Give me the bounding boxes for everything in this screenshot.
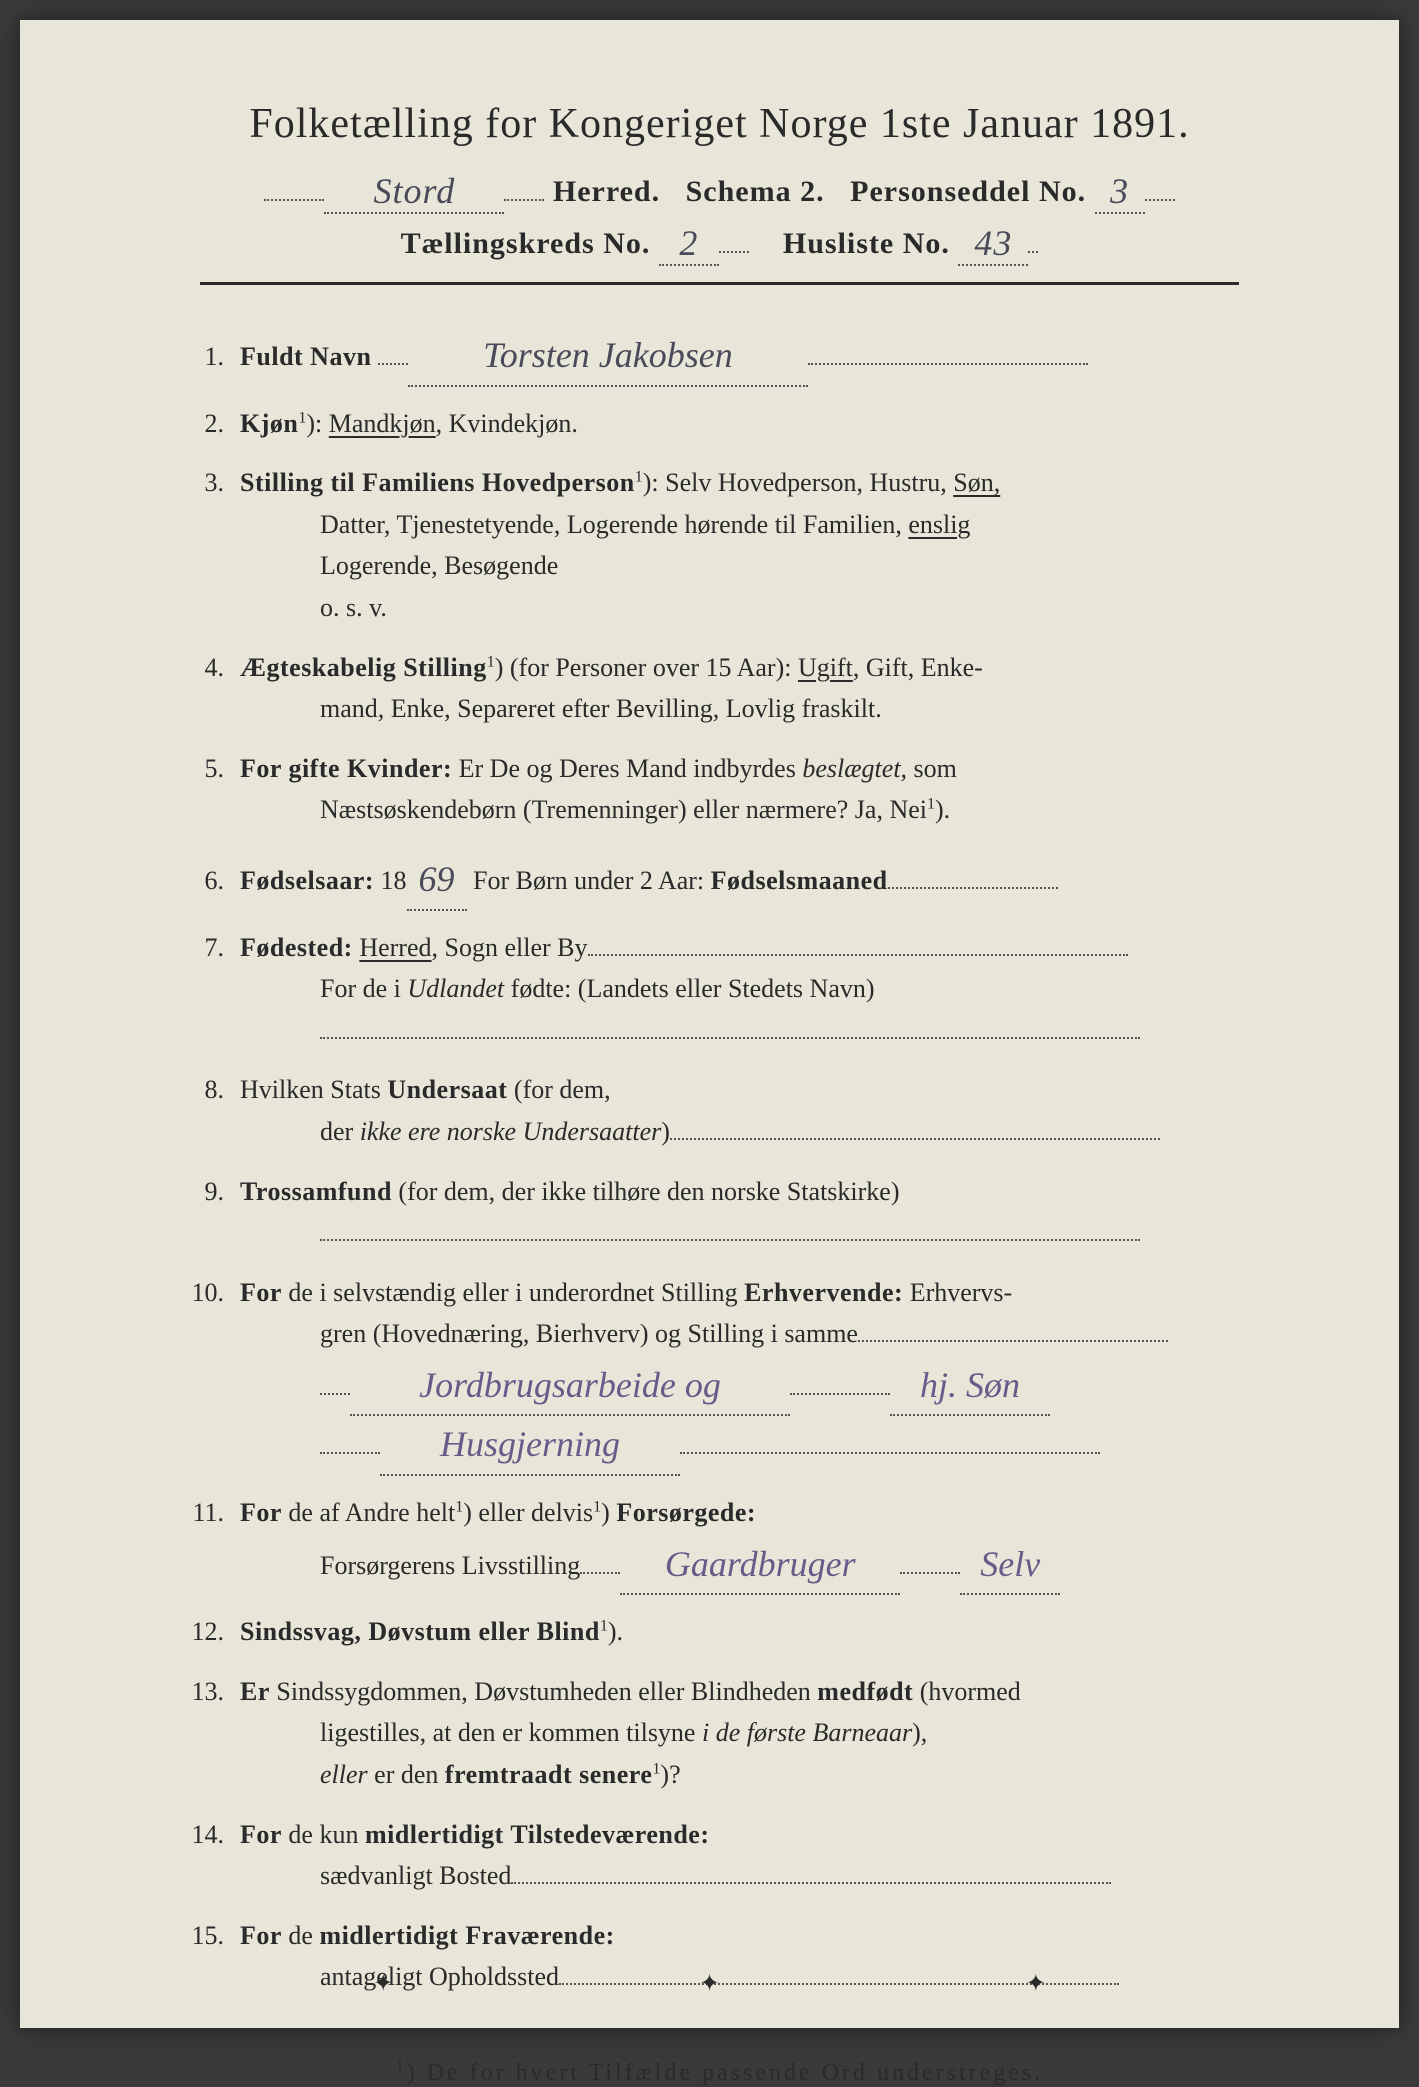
provider-self: Selv: [960, 1536, 1060, 1596]
mark-icon: ✦: [1026, 1969, 1046, 1998]
full-name-value: Torsten Jakobsen: [408, 327, 808, 387]
question-3: 3. Stilling til Familiens Hovedperson1):…: [180, 462, 1259, 628]
birthplace-selected: Herred: [359, 933, 431, 962]
question-9: 9. Trossamfund (for dem, der ikke tilhør…: [180, 1171, 1259, 1254]
birth-year: 69: [407, 851, 467, 911]
occupation-1b: hj. Søn: [890, 1357, 1050, 1417]
question-8: 8. Hvilken Stats Undersaat (for dem, der…: [180, 1069, 1259, 1152]
question-2: 2. Kjøn1): Mandkjøn, Kvindekjøn.: [180, 403, 1259, 445]
schema-label: Schema 2.: [686, 175, 825, 208]
binding-marks: ✦ ✦ ✦: [20, 1969, 1399, 1998]
question-14: 14. For de kun midlertidigt Tilstedevære…: [180, 1814, 1259, 1897]
question-6: 6. Fødselsaar: 1869 For Børn under 2 Aar…: [180, 849, 1259, 909]
question-13: 13. Er Sindssygdommen, Døvstumheden elle…: [180, 1671, 1259, 1796]
husliste-label: Husliste No.: [783, 227, 950, 260]
header-line-2: Tællingskreds No. 2 Husliste No. 43: [160, 220, 1279, 264]
question-5: 5. For gifte Kvinder: Er De og Deres Man…: [180, 748, 1259, 831]
question-7: 7. Fødested: Herred, Sogn eller By For d…: [180, 927, 1259, 1052]
herred-label: Herred.: [553, 175, 660, 208]
relation-selected: Søn,: [953, 468, 1000, 497]
provider-occupation: Gaardbruger: [620, 1536, 900, 1596]
form-body: 1. Fuldt Navn Torsten Jakobsen 2. Kjøn1)…: [160, 325, 1279, 1998]
question-12: 12. Sindssvag, Døvstum eller Blind1).: [180, 1611, 1259, 1653]
census-form-page: Folketælling for Kongeriget Norge 1ste J…: [20, 20, 1399, 2028]
person-no: 3: [1095, 170, 1145, 214]
question-11: 11. For de af Andre helt1) eller delvis1…: [180, 1492, 1259, 1593]
person-label: Personseddel No.: [850, 175, 1086, 208]
page-title: Folketælling for Kongeriget Norge 1ste J…: [160, 100, 1279, 148]
marital-selected: Ugift: [798, 653, 853, 682]
header-divider: [200, 282, 1239, 285]
sex-selected: Mandkjøn: [329, 409, 436, 438]
header-line-1: Stord Herred. Schema 2. Personseddel No.…: [160, 168, 1279, 212]
tkreds-no: 2: [659, 222, 719, 266]
footnote: 1) De for hvert Tilfælde passende Ord un…: [160, 2058, 1279, 2087]
mark-icon: ✦: [373, 1969, 393, 1998]
occupation-2: Husgjerning: [380, 1416, 680, 1476]
tkreds-label: Tællingskreds No.: [401, 227, 651, 260]
question-10: 10. For de i selvstændig eller i underor…: [180, 1272, 1259, 1474]
husliste-no: 43: [958, 222, 1028, 266]
herred-value: Stord: [324, 170, 504, 214]
question-1: 1. Fuldt Navn Torsten Jakobsen: [180, 325, 1259, 385]
question-4: 4. Ægteskabelig Stilling1) (for Personer…: [180, 647, 1259, 730]
mark-icon: ✦: [699, 1969, 719, 1998]
occupation-1: Jordbrugsarbeide og: [350, 1357, 790, 1417]
